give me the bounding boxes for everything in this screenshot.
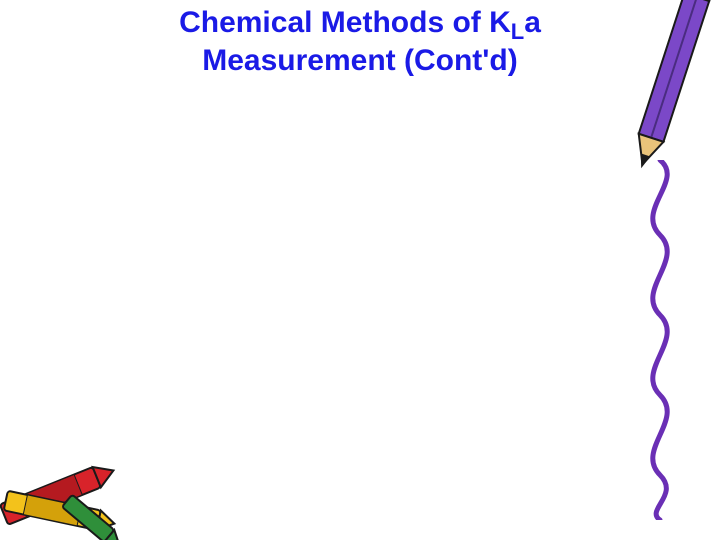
title-subscript: L xyxy=(511,19,524,44)
title-line1-prefix: Chemical Methods of K xyxy=(179,6,511,39)
crayons-icon xyxy=(0,400,170,540)
squiggle-icon xyxy=(620,160,690,520)
title-line1-suffix: a xyxy=(524,6,541,39)
title-line2: Measurement (Cont'd) xyxy=(202,44,517,77)
